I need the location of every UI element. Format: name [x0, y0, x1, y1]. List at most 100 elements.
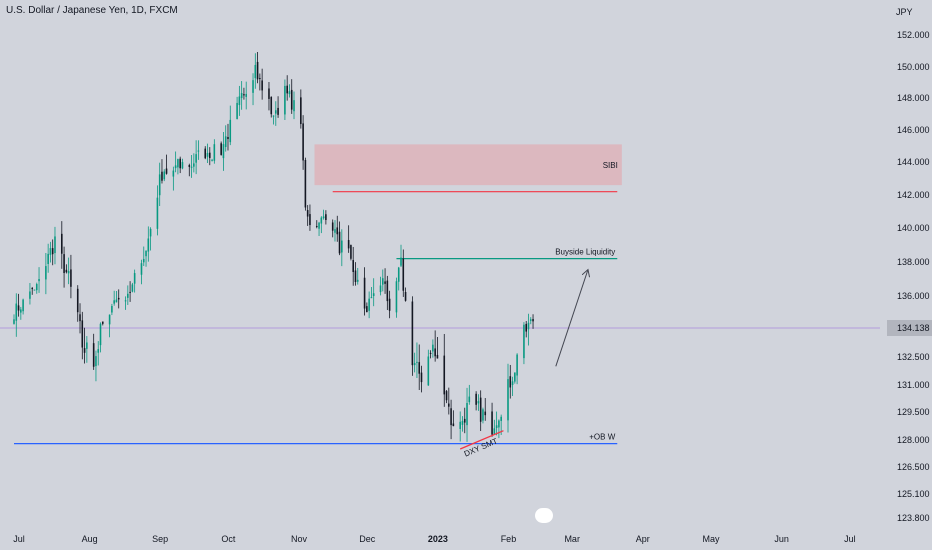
y-tick-label: 152.000	[897, 30, 930, 40]
candle	[145, 250, 147, 267]
candle	[81, 311, 84, 360]
candle	[286, 75, 288, 101]
x-tick-label: Nov	[291, 534, 308, 544]
smt-trendline[interactable]	[459, 430, 504, 450]
y-axis-unit: JPY	[896, 7, 913, 17]
candle	[507, 363, 509, 433]
candle	[443, 333, 446, 407]
candle	[420, 365, 423, 393]
candle	[436, 337, 439, 359]
y-tick-label: 142.000	[897, 190, 930, 200]
candle	[79, 303, 81, 334]
candle	[179, 156, 181, 174]
candle	[158, 162, 161, 207]
candle	[304, 157, 307, 211]
y-tick-label: 150.000	[897, 62, 930, 72]
x-tick-label: Jul	[844, 534, 856, 544]
candle	[213, 139, 216, 164]
candle	[35, 282, 38, 294]
candle	[482, 407, 484, 424]
candle	[288, 84, 291, 98]
candle	[22, 298, 24, 315]
candle	[236, 96, 238, 120]
candle	[475, 391, 477, 411]
x-tick-label: Oct	[221, 534, 236, 544]
candle	[83, 327, 86, 364]
candle	[254, 53, 257, 89]
last-price-badge	[887, 320, 932, 336]
candle	[211, 158, 213, 162]
candle	[418, 344, 421, 390]
candle	[29, 282, 31, 305]
candle	[17, 293, 20, 317]
y-tick-label: 123.800	[897, 513, 930, 523]
candle	[532, 314, 534, 329]
candle	[363, 267, 366, 316]
candle	[404, 287, 407, 302]
candle	[115, 290, 118, 303]
candle	[452, 410, 455, 427]
candle	[13, 314, 15, 325]
candle	[434, 330, 436, 362]
y-tick-label: 136.000	[897, 291, 930, 301]
candle	[320, 216, 323, 234]
candle	[395, 277, 398, 318]
candle	[129, 281, 131, 302]
y-tick-label: 128.000	[897, 435, 930, 445]
candle	[516, 353, 518, 385]
candle	[63, 246, 65, 288]
candle	[86, 336, 88, 363]
candle	[379, 276, 382, 296]
candle	[370, 287, 373, 299]
candle	[177, 158, 179, 175]
chart-title: U.S. Dollar / Japanese Yen, 1D, FXCM	[6, 5, 178, 16]
candle	[338, 221, 341, 256]
candle	[131, 282, 134, 293]
candle	[149, 227, 152, 251]
candle	[49, 241, 52, 263]
candle	[400, 244, 402, 268]
candle	[127, 285, 129, 305]
candle	[101, 321, 104, 326]
annotations-layer: DXY SMT	[459, 271, 588, 459]
zones-layer: SIBI	[314, 144, 622, 186]
candle	[256, 51, 259, 84]
candle	[38, 267, 40, 293]
candle	[222, 132, 225, 171]
sibi-zone[interactable]	[314, 144, 622, 186]
candle	[252, 73, 254, 106]
candle	[325, 210, 327, 225]
candle	[450, 399, 452, 440]
candle	[388, 290, 391, 319]
candle	[445, 389, 448, 404]
candle	[227, 123, 229, 151]
candle	[509, 364, 512, 399]
candle	[54, 226, 56, 265]
candle	[165, 154, 168, 175]
candle	[352, 246, 354, 286]
candle	[397, 266, 400, 291]
candle	[243, 87, 245, 100]
candle	[174, 151, 177, 173]
projection-arrow[interactable]	[555, 271, 588, 367]
candle	[459, 411, 461, 442]
candle	[322, 209, 325, 220]
y-tick-label: 134.138	[897, 323, 930, 333]
candle	[15, 293, 18, 337]
candle	[117, 289, 120, 309]
candle	[386, 275, 389, 311]
candle	[432, 339, 434, 358]
candle	[315, 220, 318, 229]
candle	[274, 101, 277, 126]
candle	[366, 302, 368, 313]
candle	[498, 419, 500, 439]
candle	[206, 143, 209, 164]
scroll-to-realtime-button[interactable]	[535, 508, 553, 523]
candle	[161, 159, 163, 184]
candle	[20, 306, 22, 320]
candle	[181, 158, 184, 170]
candle	[190, 154, 193, 178]
candle	[429, 350, 432, 359]
